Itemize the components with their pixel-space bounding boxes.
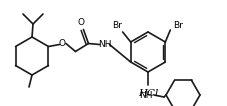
Text: HCl: HCl [138, 89, 158, 98]
Text: Br: Br [173, 20, 183, 29]
Text: NH: NH [98, 40, 111, 49]
Text: Br: Br [112, 22, 122, 31]
Text: NH: NH [139, 91, 153, 100]
Text: O: O [59, 39, 66, 48]
Text: O: O [78, 18, 85, 27]
